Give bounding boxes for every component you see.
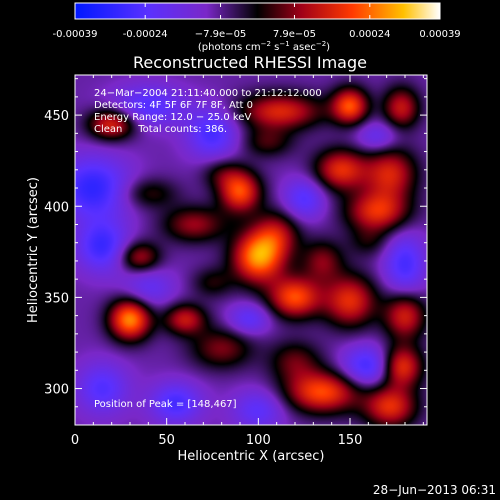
- x-tick-label: 0: [71, 433, 79, 448]
- heatmap-image: [75, 75, 427, 425]
- colorbar-tick-label: −7.9e−05: [195, 29, 247, 40]
- colorbar-tick-label: -0.00039: [53, 29, 98, 40]
- y-tick-label: 350: [44, 291, 69, 306]
- colorbar-frame: [74, 2, 441, 20]
- colorbar-fill: [75, 3, 440, 19]
- y-tick-label: 400: [44, 200, 69, 215]
- peak-position-label: Position of Peak = [148,467]: [94, 399, 237, 410]
- colorbar-tick-label: 0.00024: [349, 29, 390, 40]
- y-tick-label: 450: [44, 109, 69, 124]
- x-tick-label: 150: [338, 433, 363, 448]
- energy-range-label: Energy Range: 12.0 − 25.0 keV: [94, 112, 251, 123]
- colorbar-tick-label: 0.00039: [419, 29, 460, 40]
- chart-title: Reconstructed RHESSI Image: [133, 53, 367, 72]
- footer-date: 28−Jun−2013 06:31: [373, 483, 496, 497]
- time-range-label: 24−Mar−2004 21:11:40.000 to 21:12:12.000: [94, 88, 322, 99]
- colorbar-tick-label: 7.9e−05: [273, 29, 316, 40]
- annotations: 24−Mar−2004 21:11:40.000 to 21:12:12.000…: [94, 88, 322, 410]
- clean-counts-label: Clean Total counts: 386.: [94, 124, 227, 135]
- y-tick-label: 300: [44, 383, 69, 398]
- colorbar: -0.00039 -0.00024 −7.9e−05 7.9e−05 0.000…: [53, 2, 461, 53]
- axis-ticks: [74, 75, 427, 425]
- x-tick-label: 50: [158, 433, 175, 448]
- plot-frame: [74, 74, 428, 426]
- x-tick-label: 100: [246, 433, 271, 448]
- x-axis-label: Heliocentric X (arcsec): [178, 449, 325, 464]
- colorbar-units: (photons cm−2 s−1 asec−2): [198, 40, 330, 53]
- y-axis-label: Heliocentric Y (arcsec): [26, 177, 41, 323]
- detectors-label: Detectors: 4F 5F 6F 7F 8F, Att 0: [94, 100, 253, 111]
- colorbar-tick-label: -0.00024: [123, 29, 168, 40]
